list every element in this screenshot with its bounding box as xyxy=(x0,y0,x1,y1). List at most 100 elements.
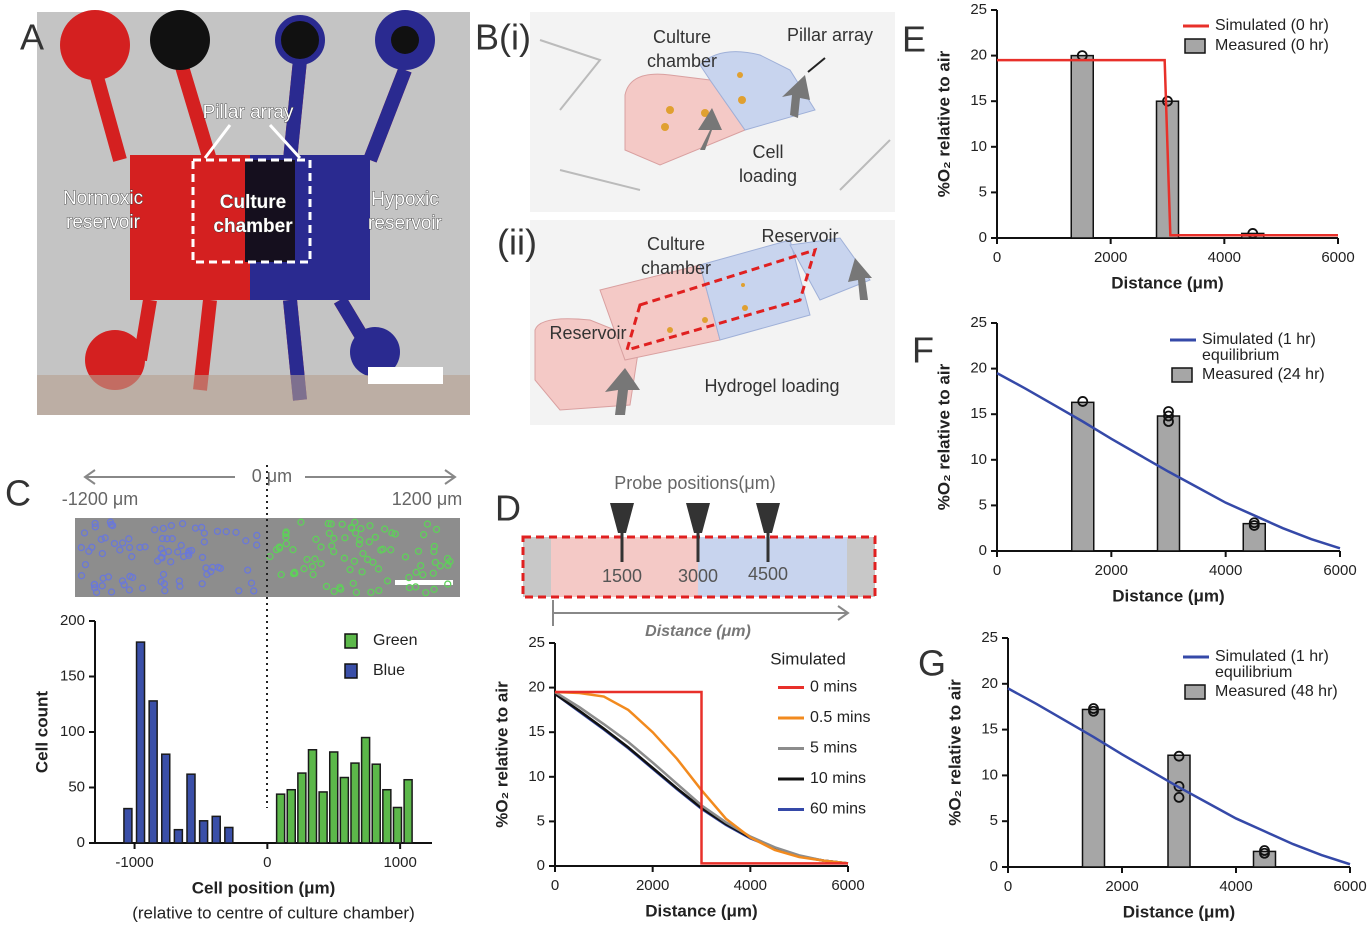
cell-dot xyxy=(208,563,217,572)
cell-dot xyxy=(200,538,208,546)
cell-dot xyxy=(351,529,360,537)
measurement-point xyxy=(1077,396,1089,407)
cell-dot xyxy=(300,565,308,573)
x-tick-label: 6000 xyxy=(1323,562,1356,579)
cell-dot xyxy=(207,567,215,576)
cell-dot xyxy=(303,555,311,564)
cell-dot xyxy=(253,531,261,540)
cell-dot xyxy=(352,588,361,596)
cell-dot xyxy=(141,543,149,551)
cell-dot xyxy=(198,553,207,562)
cell-dot xyxy=(174,548,182,556)
legend-title: Simulated xyxy=(770,649,846,668)
cell-dot xyxy=(98,549,106,558)
annotation: -1200 μm xyxy=(62,489,138,509)
cell-dot xyxy=(330,587,338,596)
y-tick-label: 50 xyxy=(68,778,85,795)
y-tick-label: 10 xyxy=(981,766,998,783)
annotation: Probe positions(μm) xyxy=(614,473,775,493)
bar xyxy=(1167,754,1191,868)
cell-dot xyxy=(325,529,334,537)
line-series xyxy=(997,58,1338,237)
cell-dot xyxy=(359,549,367,558)
annotation: Normoxic xyxy=(63,188,143,209)
cell-dot xyxy=(375,586,383,595)
cell-dot xyxy=(158,534,167,543)
cell-dot xyxy=(297,518,305,526)
cell-dot xyxy=(330,534,338,543)
legend-swatch xyxy=(344,663,358,679)
annotation: chamber xyxy=(647,51,717,71)
y-tick-label: 25 xyxy=(528,634,545,651)
bar xyxy=(1071,401,1095,552)
y-axis-label: Cell count xyxy=(32,691,51,774)
legend-label: 10 mins xyxy=(810,770,866,787)
bar xyxy=(360,736,371,844)
measurement-point xyxy=(1248,520,1260,531)
cell-dot xyxy=(159,570,168,579)
annotation: reservoir xyxy=(66,212,141,233)
panel-label: C xyxy=(5,473,31,514)
cell-dot xyxy=(244,566,252,574)
bar xyxy=(275,793,286,844)
bar xyxy=(307,749,318,844)
cell-dot xyxy=(346,565,354,574)
y-tick-label: 200 xyxy=(60,612,85,629)
cell-dot xyxy=(157,545,165,553)
bar xyxy=(382,788,392,844)
bar xyxy=(297,772,307,844)
bar xyxy=(1070,54,1094,239)
cell-dot xyxy=(443,554,452,563)
y-tick-label: 15 xyxy=(528,723,545,740)
cell-dot xyxy=(422,588,430,597)
cell-dot xyxy=(289,546,297,554)
annotation: Culture xyxy=(220,192,287,213)
measurement-point xyxy=(1247,228,1259,239)
cell-dot xyxy=(138,584,147,592)
y-tick-label: 10 xyxy=(970,451,987,468)
annotation: Reservoir xyxy=(549,323,626,343)
legend-label: Measured (48 hr) xyxy=(1215,683,1338,700)
cell-dot xyxy=(356,536,364,544)
cell-dot xyxy=(317,559,325,568)
line-series xyxy=(555,690,848,865)
x-tick-label: 0 xyxy=(551,877,559,894)
legend-label: 5 mins xyxy=(810,740,857,757)
x-tick-label: 0 xyxy=(993,249,1001,266)
y-tick-label: 0 xyxy=(990,858,998,875)
cell-dot xyxy=(431,558,440,567)
cell-dot xyxy=(380,525,389,533)
cell-dot xyxy=(436,562,444,570)
cell-dot xyxy=(282,540,290,548)
y-tick-label: 0 xyxy=(979,229,987,246)
legend-label: 60 mins xyxy=(810,801,866,818)
legend-label: 0.5 mins xyxy=(810,709,870,726)
cell-dot xyxy=(357,524,365,533)
y-tick-label: 15 xyxy=(970,92,987,109)
x-tick-label: 0 xyxy=(1004,878,1012,895)
bar xyxy=(1252,850,1277,868)
measurement-point xyxy=(1163,406,1174,417)
panel-label: D xyxy=(495,488,521,529)
cell-dot xyxy=(405,573,413,582)
legend-label: equilibrium xyxy=(1215,664,1292,681)
annotation: Hypoxic xyxy=(371,189,439,210)
cell-dot xyxy=(191,524,200,532)
bar xyxy=(392,806,403,844)
annotation: Reservoir xyxy=(761,226,838,246)
x-tick-label: 6000 xyxy=(831,877,864,894)
x-tick-label: -1000 xyxy=(115,854,153,871)
cell-dot xyxy=(349,579,357,587)
legend-label: Simulated (1 hr) xyxy=(1215,648,1329,665)
y-tick-label: 10 xyxy=(970,138,987,155)
cell-dot xyxy=(128,553,136,561)
bar xyxy=(1156,415,1181,552)
cell-dot xyxy=(178,520,187,528)
x-axis-label: Distance (μm) xyxy=(1112,586,1224,605)
panel-label: G xyxy=(918,643,946,684)
cell-dot xyxy=(358,568,366,576)
panel-label: B(i) xyxy=(475,17,531,58)
bar xyxy=(371,763,381,844)
x-tick-label: 4000 xyxy=(1209,562,1242,579)
legend-swatch xyxy=(344,633,358,649)
